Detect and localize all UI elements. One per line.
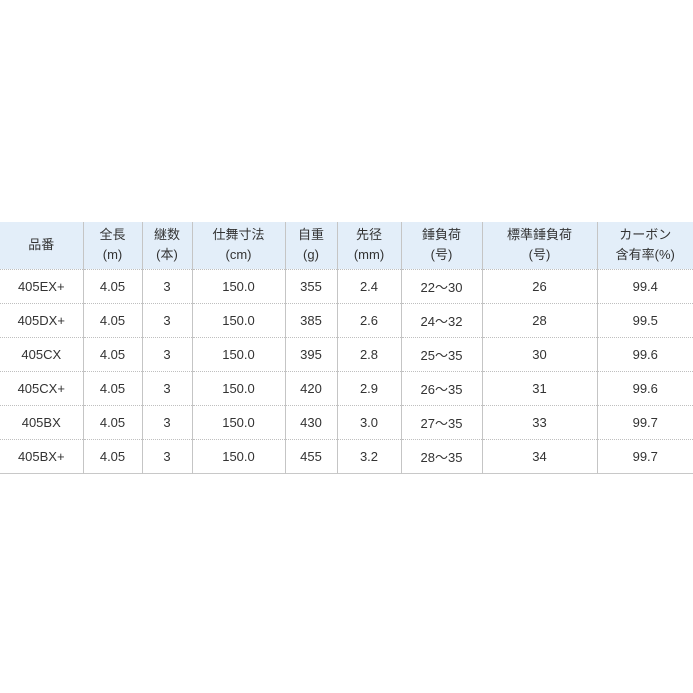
cell-sinker-load: 24〜32 — [401, 303, 483, 338]
cell-carbon-content: 99.5 — [597, 303, 693, 338]
table-row: 405BX 4.05 3 150.0 430 3.0 27〜35 33 99.7 — [0, 405, 693, 440]
table-row: 405CX 4.05 3 150.0 395 2.8 25〜35 30 99.6 — [0, 337, 693, 372]
col-header-label: 標準錘負荷 — [506, 227, 572, 243]
cell-tip-diameter: 2.4 — [337, 269, 402, 304]
table-row: 405EX+ 4.05 3 150.0 355 2.4 22〜30 26 99.… — [0, 269, 693, 304]
col-header-label: 仕舞寸法 — [212, 227, 265, 243]
cell-sinker-load: 27〜35 — [401, 405, 483, 440]
col-header-closed-length: 仕舞寸法 (cm) — [192, 222, 286, 270]
cell-sections: 3 — [142, 371, 193, 406]
table-row: 405BX+ 4.05 3 150.0 455 3.2 28〜35 34 99.… — [0, 439, 693, 473]
col-header-unit: (g) — [303, 247, 319, 263]
cell-weight: 355 — [285, 269, 338, 304]
cell-sinker-load: 22〜30 — [401, 269, 483, 304]
cell-closed-length: 150.0 — [192, 303, 286, 338]
cell-weight: 395 — [285, 337, 338, 372]
cell-length: 4.05 — [83, 337, 143, 372]
cell-closed-length: 150.0 — [192, 337, 286, 372]
cell-model: 405BX — [0, 405, 84, 440]
cell-sections: 3 — [142, 439, 193, 473]
col-header-sections: 継数 (本) — [142, 222, 193, 270]
cell-carbon-content: 99.6 — [597, 371, 693, 406]
cell-tip-diameter: 2.8 — [337, 337, 402, 372]
cell-model: 405CX — [0, 337, 84, 372]
cell-weight: 420 — [285, 371, 338, 406]
col-header-tip-diameter: 先径 (mm) — [337, 222, 402, 270]
cell-tip-diameter: 2.6 — [337, 303, 402, 338]
cell-carbon-content: 99.6 — [597, 337, 693, 372]
cell-carbon-content: 99.4 — [597, 269, 693, 304]
col-header-label: 錘負荷 — [421, 227, 461, 243]
cell-standard-sinker-load: 26 — [482, 269, 598, 304]
cell-carbon-content: 99.7 — [597, 405, 693, 440]
cell-sections: 3 — [142, 337, 193, 372]
col-header-model: 品番 — [0, 222, 84, 270]
cell-length: 4.05 — [83, 269, 143, 304]
header-row: 品番 全長 (m) 継数 (本) 仕舞寸法 (cm) — [0, 222, 693, 270]
cell-length: 4.05 — [83, 303, 143, 338]
table-row: 405CX+ 4.05 3 150.0 420 2.9 26〜35 31 99.… — [0, 371, 693, 406]
col-header-unit: (本) — [156, 247, 178, 263]
cell-length: 4.05 — [83, 371, 143, 406]
spec-table-container: 品番 全長 (m) 継数 (本) 仕舞寸法 (cm) — [0, 222, 693, 474]
cell-sections: 3 — [142, 405, 193, 440]
cell-weight: 455 — [285, 439, 338, 473]
cell-tip-diameter: 3.2 — [337, 439, 402, 473]
cell-weight: 385 — [285, 303, 338, 338]
col-header-label: 全長 — [99, 227, 126, 243]
col-header-unit: (mm) — [353, 247, 385, 263]
col-header-length: 全長 (m) — [83, 222, 143, 270]
cell-tip-diameter: 2.9 — [337, 371, 402, 406]
cell-closed-length: 150.0 — [192, 439, 286, 473]
cell-weight: 430 — [285, 405, 338, 440]
col-header-carbon-content: カーボン 含有率(%) — [597, 222, 693, 270]
col-header-label: 継数 — [153, 227, 180, 243]
col-header-unit: (号) — [430, 247, 453, 263]
col-header-standard-sinker-load: 標準錘負荷 (号) — [482, 222, 598, 270]
col-header-unit: (号) — [528, 247, 551, 263]
cell-model: 405EX+ — [0, 269, 84, 304]
table-header: 品番 全長 (m) 継数 (本) 仕舞寸法 (cm) — [0, 222, 693, 270]
cell-standard-sinker-load: 33 — [482, 405, 598, 440]
cell-sinker-load: 28〜35 — [401, 439, 483, 473]
cell-sections: 3 — [142, 269, 193, 304]
table-row: 405DX+ 4.05 3 150.0 385 2.6 24〜32 28 99.… — [0, 303, 693, 338]
cell-standard-sinker-load: 28 — [482, 303, 598, 338]
cell-sinker-load: 25〜35 — [401, 337, 483, 372]
col-header-unit: (cm) — [225, 247, 252, 263]
cell-closed-length: 150.0 — [192, 405, 286, 440]
col-header-unit: 含有率(%) — [615, 247, 675, 263]
table-body: 405EX+ 4.05 3 150.0 355 2.4 22〜30 26 99.… — [0, 269, 693, 473]
cell-length: 4.05 — [83, 405, 143, 440]
cell-model: 405BX+ — [0, 439, 84, 473]
cell-standard-sinker-load: 34 — [482, 439, 598, 473]
col-header-label: 自重 — [297, 227, 324, 243]
col-header-label: 先径 — [355, 227, 382, 243]
cell-standard-sinker-load: 31 — [482, 371, 598, 406]
col-header-label: カーボン — [619, 227, 672, 243]
col-header-unit: (m) — [102, 247, 123, 263]
cell-sinker-load: 26〜35 — [401, 371, 483, 406]
cell-carbon-content: 99.7 — [597, 439, 693, 473]
cell-tip-diameter: 3.0 — [337, 405, 402, 440]
rod-spec-table: 品番 全長 (m) 継数 (本) 仕舞寸法 (cm) — [0, 222, 693, 474]
cell-closed-length: 150.0 — [192, 269, 286, 304]
cell-sections: 3 — [142, 303, 193, 338]
cell-length: 4.05 — [83, 439, 143, 473]
col-header-label: 品番 — [28, 237, 55, 253]
cell-closed-length: 150.0 — [192, 371, 286, 406]
col-header-weight: 自重 (g) — [285, 222, 338, 270]
col-header-sinker-load: 錘負荷 (号) — [401, 222, 483, 270]
cell-standard-sinker-load: 30 — [482, 337, 598, 372]
cell-model: 405CX+ — [0, 371, 84, 406]
cell-model: 405DX+ — [0, 303, 84, 338]
